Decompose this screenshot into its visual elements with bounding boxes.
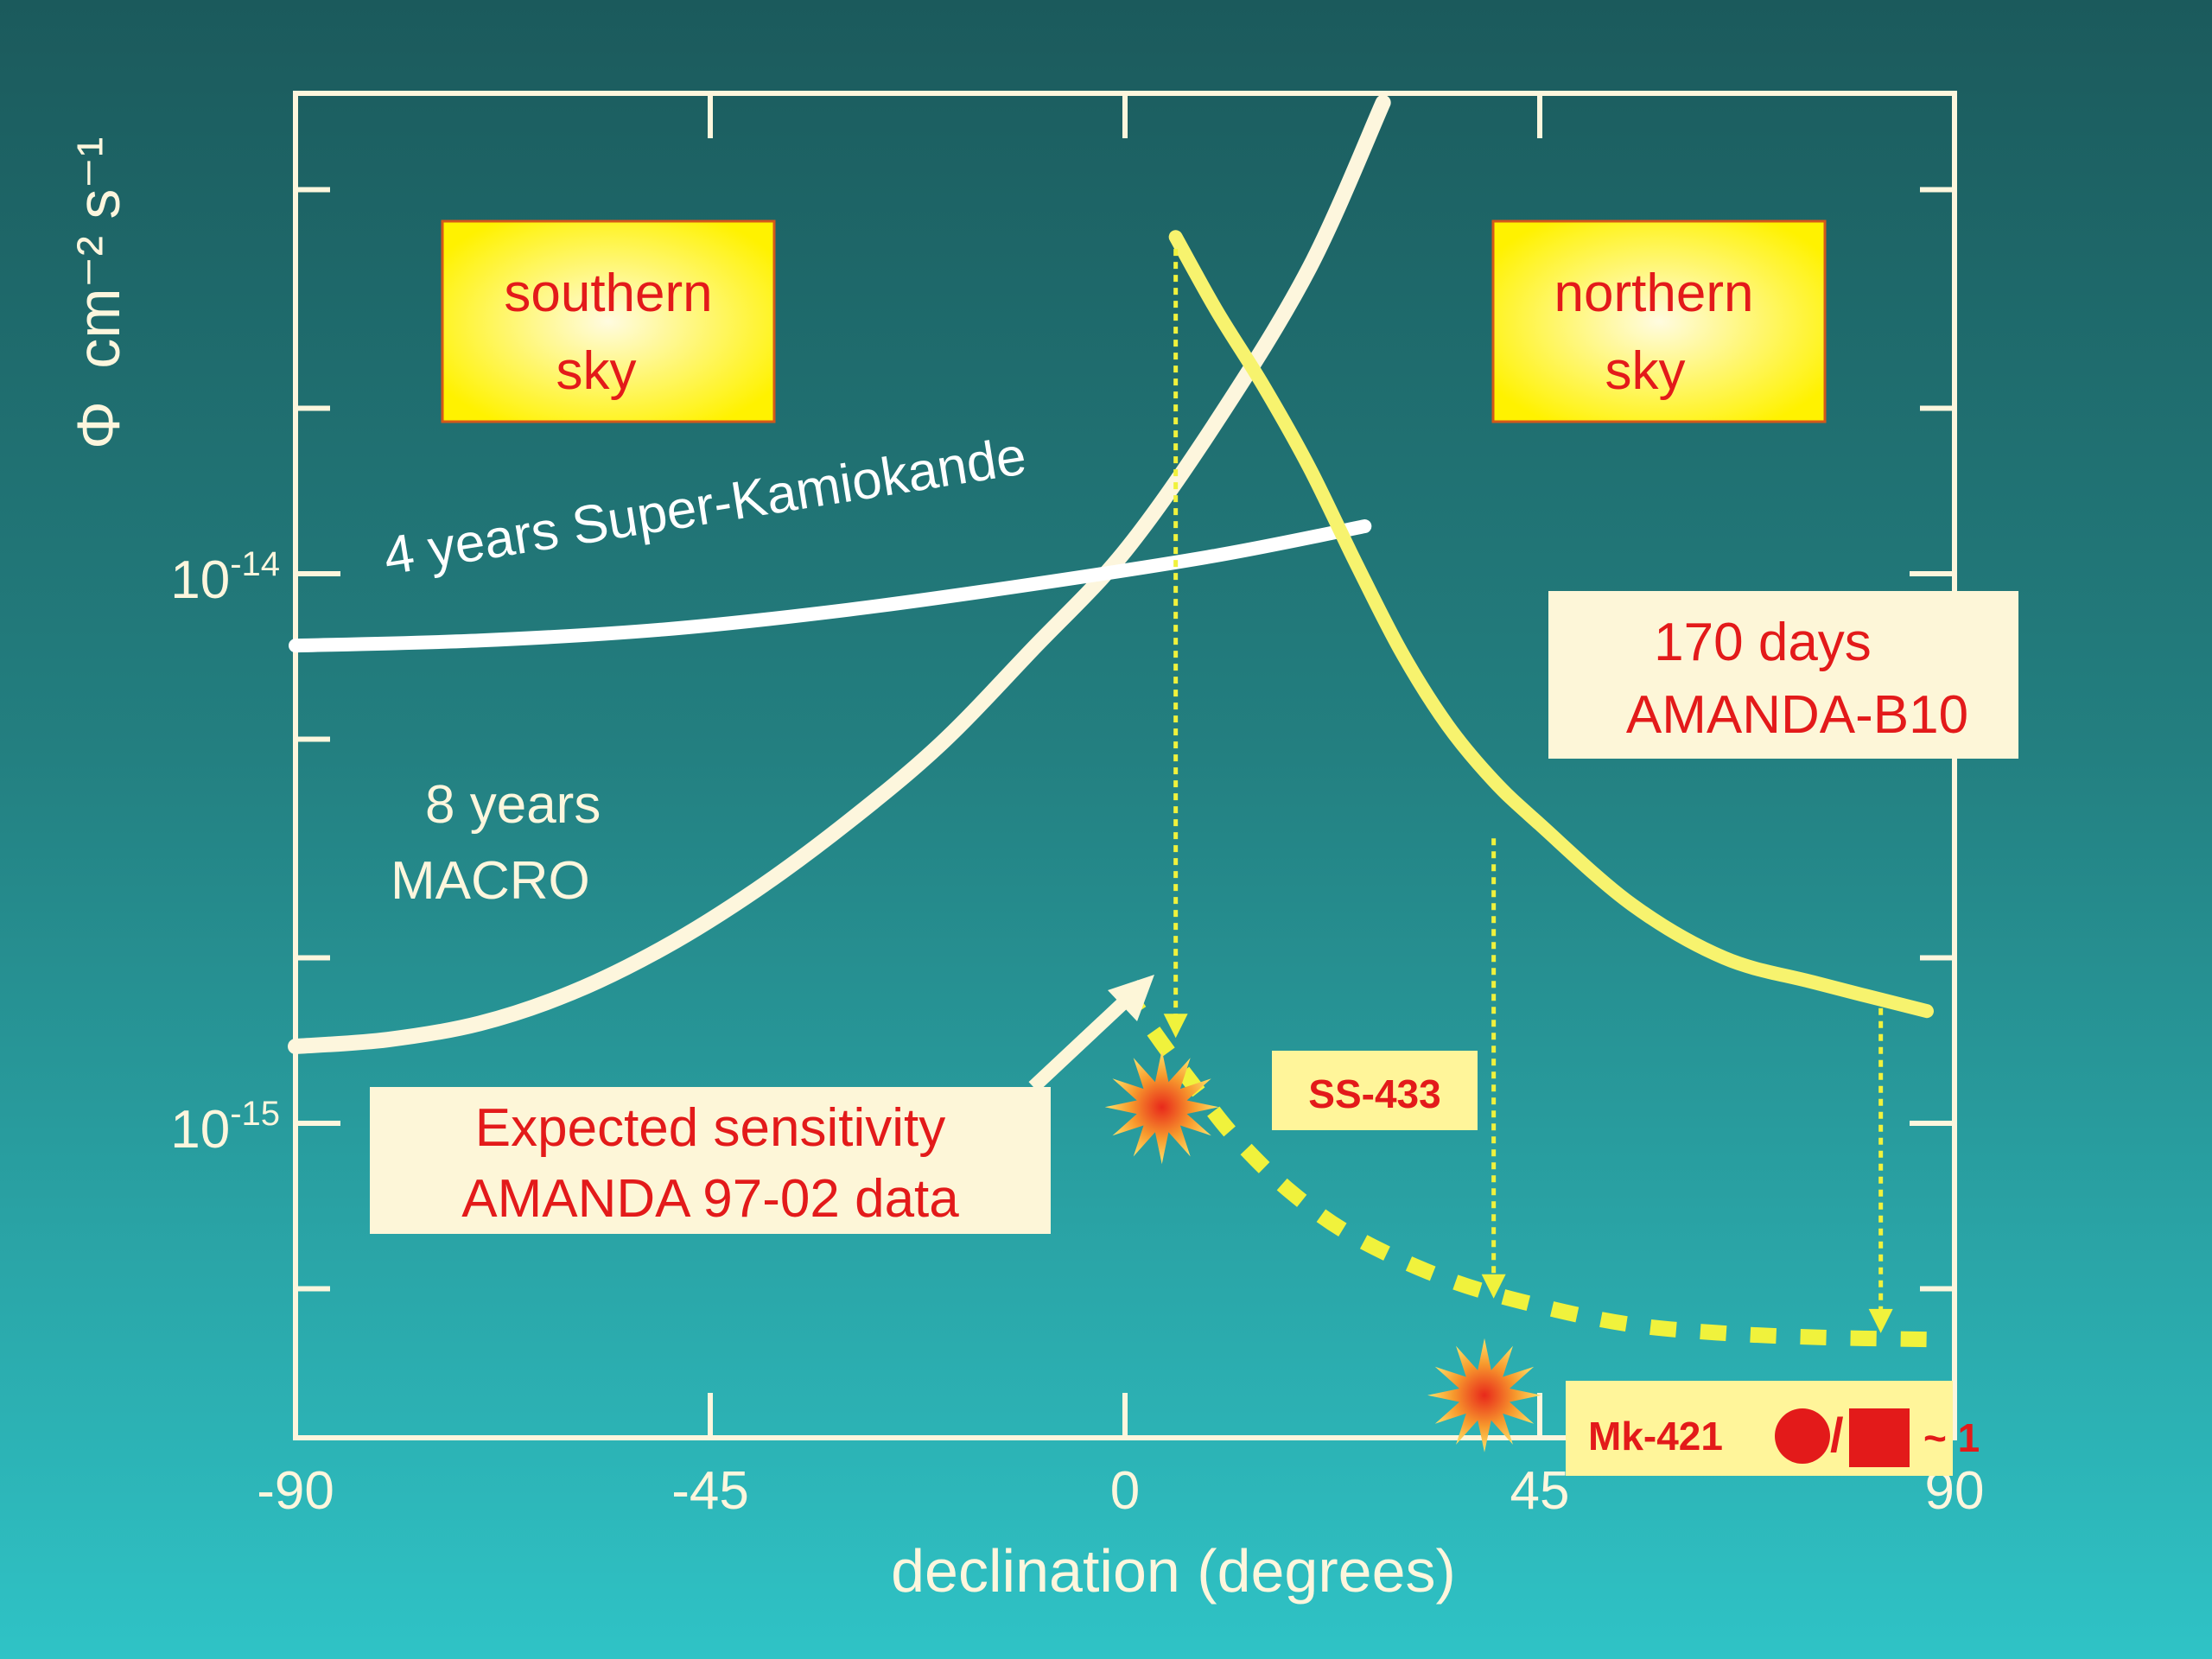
series-layer [288, 94, 1936, 1348]
y-axis-title: Φ cm⁻² s⁻¹ [65, 137, 132, 449]
axis-ticks [293, 93, 1957, 1438]
southern-sky-label-1: southern [504, 264, 712, 323]
ss433-burst-icon [1104, 1050, 1219, 1165]
mk421-burst-icon [1427, 1338, 1541, 1452]
expected-sensitivity-label-2: AMANDA 97-02 data [461, 1169, 959, 1229]
x-tick-label: -90 [257, 1461, 334, 1521]
mk421-ratio: ~ 1 [1923, 1415, 1980, 1460]
x-tick-labels: -90 -45 0 45 90 [257, 1461, 1984, 1521]
macro-series-label-2: MACRO [391, 851, 590, 911]
x-tick-label: -45 [671, 1461, 749, 1521]
y-axis-units: cm⁻² s⁻¹ [65, 137, 132, 368]
drop-arrows [1163, 249, 1893, 1333]
southern-sky-label-2: sky [556, 341, 637, 401]
expected-sensitivity-label-1: Expected sensitivity [475, 1098, 945, 1158]
drop-arrow-head [1868, 1308, 1893, 1333]
northern-sky-label-2: sky [1605, 341, 1686, 401]
superk-curve [289, 519, 1372, 653]
macro-series-label-1: 8 years [425, 775, 601, 835]
northern-sky-label-1: northern [1554, 264, 1754, 323]
southern-sky-panel: southern sky [441, 219, 776, 423]
y-tick-labels: 10-14 10-15 [170, 545, 280, 1160]
drop-arrow-head [1481, 1274, 1506, 1299]
amanda-b10-curve [1168, 230, 1934, 1019]
amanda-b10-label-2: AMANDA-B10 [1626, 685, 1968, 745]
mk421-label: Mk-421 [1588, 1414, 1723, 1459]
y-tick-label: 10-14 [170, 545, 280, 610]
x-axis-title: declination (degrees) [891, 1537, 1456, 1605]
y-tick-label: 10-15 [170, 1095, 280, 1160]
northern-sky-panel: northern sky [1491, 219, 1827, 423]
circle-symbol-icon [1775, 1408, 1830, 1464]
square-symbol-icon [1849, 1408, 1910, 1467]
expected-sensitivity-curve [1118, 985, 1936, 1348]
macro-curve [288, 94, 1391, 1055]
x-tick-label: 0 [1110, 1461, 1140, 1521]
amanda-b10-label-box: 170 days AMANDA-B10 [1548, 591, 2018, 759]
mk421-source: Mk-421 / ~ 1 [1427, 1338, 1980, 1476]
drop-arrow-head [1163, 1014, 1188, 1039]
amanda-b10-label-1: 170 days [1654, 613, 1872, 672]
svg-text:Φ cm⁻² s⁻¹: Φ cm⁻² s⁻¹ [65, 137, 132, 449]
ss433-label: SS-433 [1308, 1071, 1440, 1116]
y-axis-symbol: Φ [65, 401, 132, 449]
x-tick-label: 45 [1510, 1461, 1570, 1521]
mk421-slash: / [1830, 1408, 1844, 1462]
ss433-source: SS-433 [1104, 1050, 1478, 1165]
expected-sensitivity-label-box: Expected sensitivity AMANDA 97-02 data [370, 975, 1154, 1234]
superk-series-label: 4 years Super-Kamiokande [379, 426, 1030, 587]
